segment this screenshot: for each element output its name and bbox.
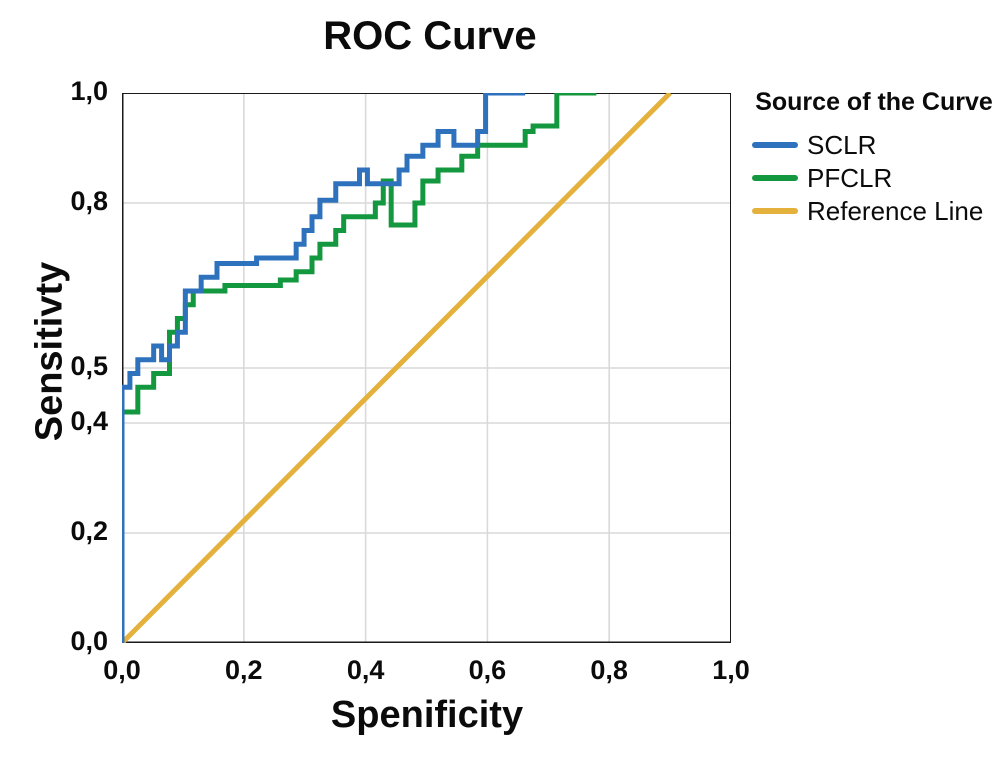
legend-swatch-icon <box>752 207 798 214</box>
plot-area <box>122 93 731 643</box>
y-tick-label: 0,2 <box>70 516 108 546</box>
legend-swatch-icon <box>752 174 798 181</box>
y-tick-label: 0,5 <box>70 351 108 381</box>
x-tick-label: 0,8 <box>590 655 628 685</box>
legend-title: Source of the Curve <box>755 88 993 116</box>
legend-item-pfclr[interactable]: PFCLR <box>752 161 996 194</box>
x-axis-title: Spenificity <box>330 694 524 736</box>
legend: Source of the Curve SCLR PFCLR Reference L… <box>752 88 996 227</box>
x-tick-label: 0,2 <box>225 655 263 685</box>
roc-plot-svg <box>122 93 731 643</box>
series-line-pfclr <box>122 93 597 643</box>
legend-item-label: Reference Line <box>807 195 984 226</box>
legend-items: SCLR PFCLR Reference Line <box>752 128 996 227</box>
y-tick-label: 0,8 <box>70 186 108 216</box>
series-line-reference-line <box>122 93 672 643</box>
x-tick-label: 1,0 <box>712 655 750 685</box>
legend-item-label: PFCLR <box>807 162 893 193</box>
x-tick-label: 0,6 <box>468 655 507 685</box>
legend-item-label: SCLR <box>807 129 877 160</box>
gridlines <box>122 93 731 643</box>
y-tick-label: 0,4 <box>70 406 108 436</box>
series-line-sclr <box>122 93 526 643</box>
x-tick-label: 0,0 <box>103 655 141 685</box>
y-tick-label: 0,0 <box>70 626 108 656</box>
legend-swatch-icon <box>752 141 798 148</box>
y-tick-label: 1,0 <box>70 76 108 106</box>
legend-item-reference-line[interactable]: Reference Line <box>752 194 996 227</box>
chart-title: ROC Curve <box>323 14 537 58</box>
x-tick-label: 0,4 <box>346 655 385 685</box>
legend-item-sclr[interactable]: SCLR <box>752 128 996 161</box>
